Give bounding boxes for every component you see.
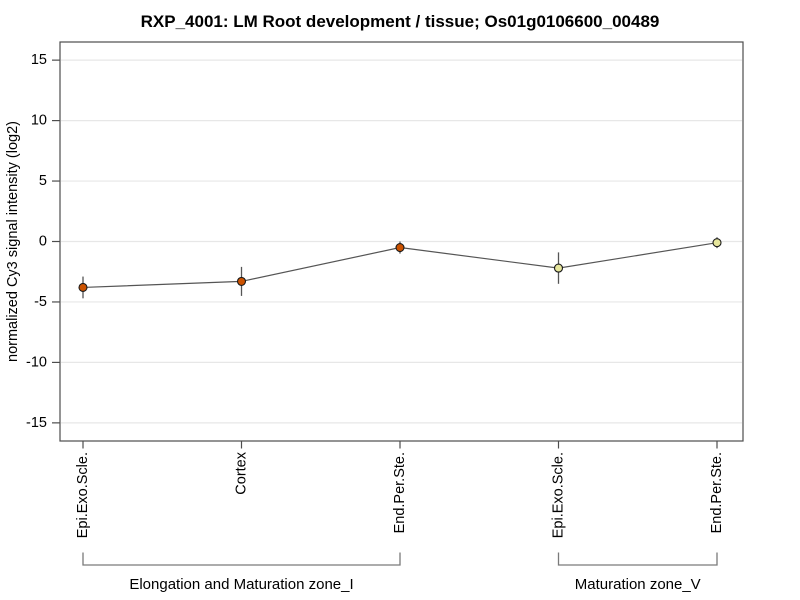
data-point [553,263,564,273]
x-tick-label: Cortex [234,451,250,494]
group-label: Maturation zone_V [575,576,701,593]
group-label: Elongation and Maturation zone_I [129,576,353,593]
y-axis-label: normalized Cy3 signal intensity (log2) [5,121,21,362]
group-bracket [82,552,401,566]
group-bracket [557,552,718,566]
x-tick-label: Epi.Exo.Scle. [551,452,567,538]
data-point [236,276,247,286]
x-tick-label: Epi.Exo.Scle. [75,452,91,538]
y-tick-label: -15 [26,415,47,431]
y-tick-label: 0 [39,234,47,250]
x-tick-label: End.Per.Ste. [392,452,408,533]
chart-title: RXP_4001: LM Root development / tissue; … [140,12,660,31]
data-point [712,238,722,248]
x-tick-label: End.Per.Ste. [709,452,725,533]
data-point [395,242,405,253]
y-tick-label: -5 [34,294,47,310]
y-tick-label: 5 [39,173,47,189]
y-tick-label: 15 [31,52,47,68]
y-tick-label: -10 [26,354,47,370]
y-tick-label: 10 [31,113,47,129]
data-point [78,282,88,292]
